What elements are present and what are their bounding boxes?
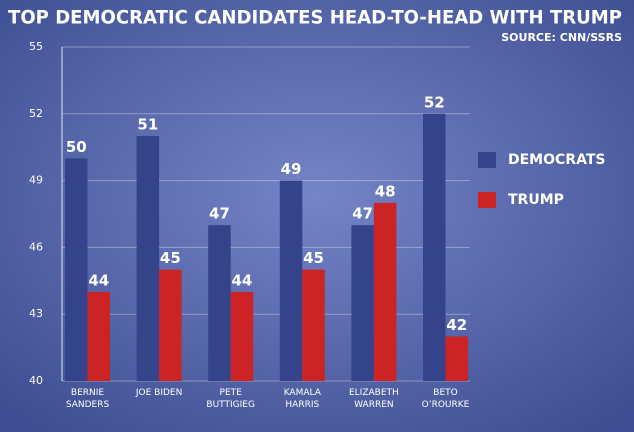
bar — [230, 291, 254, 381]
bar — [445, 336, 468, 381]
bar — [351, 225, 374, 381]
y-tick-label: 46 — [29, 240, 43, 253]
chart-subtitle: SOURCE: CNN/SSRS — [501, 31, 622, 44]
legend-label: TRUMP — [508, 192, 564, 208]
legend-swatch — [478, 152, 496, 168]
x-tick-label: KAMALA HARRIS — [283, 388, 321, 410]
x-tick-label: PETE BUTTIGIEG — [206, 388, 255, 410]
y-tick-label: 55 — [29, 40, 43, 53]
x-tick-label: BERNIE SANDERS — [65, 388, 110, 410]
x-tick-label: JOE BIDEN — [135, 388, 183, 398]
bar — [208, 225, 231, 381]
value-label: 45 — [303, 249, 324, 267]
value-label: 49 — [281, 160, 302, 178]
legend-label: DEMOCRATS — [508, 152, 605, 168]
legend-swatch — [478, 192, 496, 208]
value-label: 42 — [446, 316, 467, 334]
value-label: 44 — [232, 271, 253, 289]
y-tick-label: 43 — [29, 307, 43, 320]
x-tick-label: BETO O’ROURKE — [421, 388, 470, 410]
y-tick-label: 40 — [29, 374, 43, 387]
bar — [423, 113, 446, 382]
value-label: 51 — [137, 116, 158, 134]
value-label: 48 — [375, 182, 396, 200]
value-label: 44 — [88, 271, 109, 289]
y-tick-label: 52 — [29, 107, 43, 120]
bar — [136, 136, 160, 381]
value-label: 50 — [66, 138, 87, 156]
bar — [373, 202, 397, 381]
value-label: 47 — [352, 205, 373, 223]
bar — [302, 269, 325, 381]
y-tick-label: 49 — [29, 174, 43, 187]
value-label: 52 — [424, 93, 445, 111]
bar — [87, 291, 110, 381]
value-label: 45 — [160, 249, 181, 267]
x-tick-label: ELIZABETH WARREN — [348, 388, 399, 410]
bar — [159, 269, 182, 381]
bar — [279, 180, 303, 381]
chart-title: TOP DEMOCRATIC CANDIDATES HEAD-TO-HEAD W… — [8, 7, 622, 29]
bar — [65, 158, 88, 381]
value-label: 47 — [209, 205, 230, 223]
